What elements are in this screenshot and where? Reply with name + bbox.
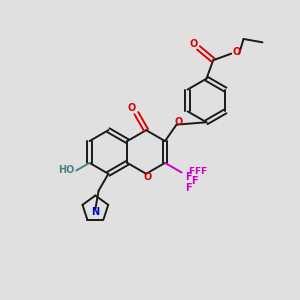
Text: HO: HO xyxy=(58,164,75,175)
Text: F: F xyxy=(191,176,198,186)
Text: N: N xyxy=(91,207,99,217)
Text: O: O xyxy=(127,103,136,113)
Text: F: F xyxy=(194,167,201,176)
Text: O: O xyxy=(232,47,240,57)
Text: F: F xyxy=(186,172,192,182)
Text: F: F xyxy=(200,167,207,176)
Text: O: O xyxy=(143,172,151,182)
Text: F: F xyxy=(186,183,192,194)
Text: O: O xyxy=(174,117,183,127)
Text: O: O xyxy=(189,39,198,49)
Text: F: F xyxy=(189,167,195,176)
